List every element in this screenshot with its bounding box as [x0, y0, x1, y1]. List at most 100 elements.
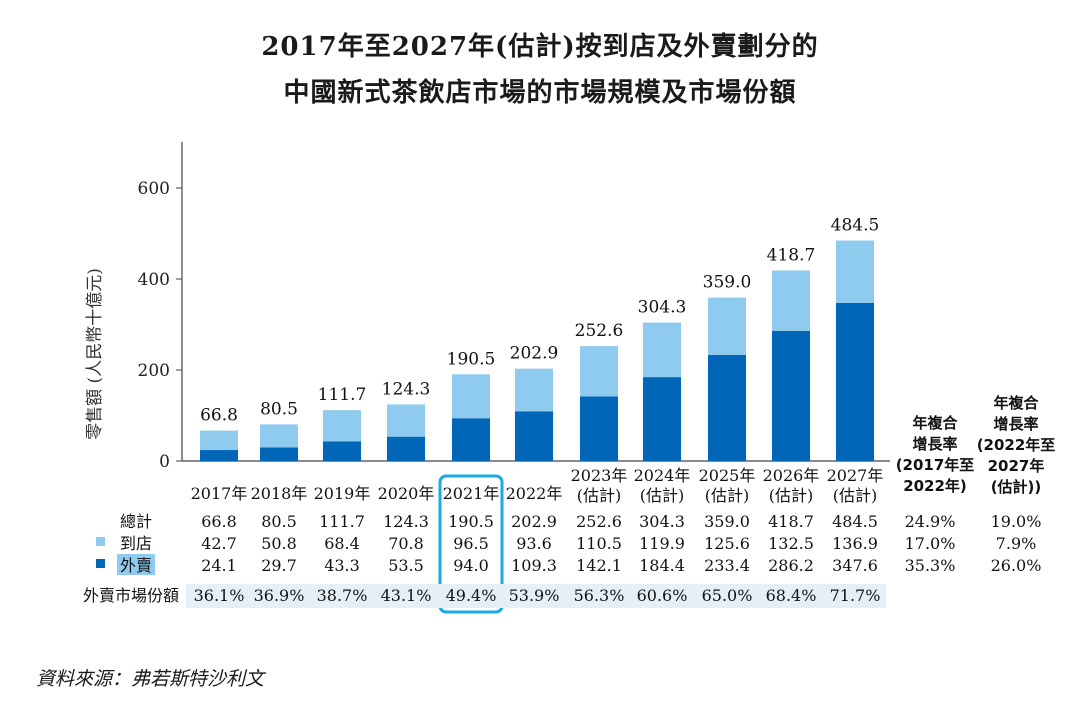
- bar-delivery: [708, 354, 746, 461]
- total-data-label: 124.3: [382, 379, 431, 399]
- bar-delivery: [580, 396, 618, 461]
- cagr-header: (2022年至: [977, 436, 1056, 454]
- chart-title-line2: 中國新式茶飲店市場的市場規模及市場份額: [283, 78, 797, 108]
- table-cell: 359.0: [704, 512, 750, 531]
- chart-title-line1: 2017年至2027年(估計)按到店及外賣劃分的: [261, 32, 819, 62]
- table-cell: 110.5: [576, 534, 622, 553]
- share-cell: 43.1%: [381, 586, 432, 605]
- cagr-header: 2022年): [903, 477, 967, 495]
- table-cagr-cell: 26.0%: [991, 556, 1042, 575]
- table-cell: 93.6: [516, 534, 552, 553]
- bar-delivery: [387, 436, 425, 461]
- cagr-header: 年複合: [912, 414, 958, 432]
- share-cell: 71.7%: [830, 586, 881, 605]
- x-category-label: 2026年: [763, 466, 820, 485]
- bar-dine-in: [452, 374, 490, 419]
- table-cell: 53.5: [388, 556, 424, 575]
- bar-delivery: [200, 450, 238, 461]
- legend-swatch-dine_in: [96, 537, 105, 546]
- cagr-header: 2027年: [988, 457, 1045, 475]
- share-row-label: 外賣市場份額: [83, 586, 179, 605]
- share-cell: 53.9%: [509, 586, 560, 605]
- bar-delivery: [772, 330, 810, 461]
- total-data-label: 80.5: [260, 399, 298, 419]
- y-tick-label: 200: [138, 361, 170, 381]
- table-cell: 94.0: [453, 556, 489, 575]
- x-category-label: 2020年: [378, 484, 435, 503]
- bar-dine-in: [643, 322, 681, 378]
- table-row-label: 外賣: [120, 556, 152, 575]
- total-data-label: 304.3: [638, 298, 687, 318]
- table-cell: 484.5: [832, 512, 878, 531]
- x-category-label: 2025年: [699, 466, 756, 485]
- x-category-label: 2021年: [443, 484, 500, 503]
- total-data-label: 190.5: [447, 349, 496, 369]
- y-tick-label: 600: [138, 179, 170, 199]
- table-cell: 124.3: [383, 512, 429, 531]
- table-cell: 132.5: [768, 534, 814, 553]
- table-cell: 136.9: [832, 534, 878, 553]
- y-tick-label: 0: [159, 452, 170, 472]
- cagr-header: 增長率: [912, 435, 957, 453]
- table-cagr-cell: 7.9%: [996, 534, 1037, 553]
- table-cagr-cell: 24.9%: [905, 512, 956, 531]
- cagr-header: (2017年至: [896, 456, 975, 474]
- table-cell: 43.3: [324, 556, 360, 575]
- table-cell: 142.1: [576, 556, 622, 575]
- total-data-label: 111.7: [318, 385, 367, 405]
- bar-dine-in: [323, 410, 361, 442]
- table-cell: 50.8: [261, 534, 297, 553]
- share-cell: 65.0%: [702, 586, 753, 605]
- bar-dine-in: [836, 240, 874, 303]
- y-axis-title: 零售額 (人民幣十億元): [85, 268, 105, 440]
- total-data-label: 484.5: [831, 216, 880, 236]
- share-cell: 38.7%: [317, 586, 368, 605]
- x-category-label: 2019年: [314, 484, 371, 503]
- x-category-label: 2023年: [571, 466, 628, 485]
- x-category-label: 2022年: [506, 484, 563, 503]
- table-cell: 347.6: [832, 556, 878, 575]
- table-row-label: 到店: [120, 534, 152, 553]
- table-row-label: 總計: [120, 512, 152, 531]
- share-cell: 36.9%: [254, 586, 305, 605]
- x-category-label: 2017年: [191, 484, 248, 503]
- share-cell: 36.1%: [194, 586, 245, 605]
- table-cagr-cell: 35.3%: [905, 556, 956, 575]
- bar-delivery: [836, 302, 874, 461]
- table-cell: 42.7: [201, 534, 237, 553]
- table-cell: 304.3: [639, 512, 685, 531]
- bar-dine-in: [200, 430, 238, 451]
- table-cell: 111.7: [319, 512, 365, 531]
- table-cell: 70.8: [388, 534, 424, 553]
- x-category-label: 2018年: [251, 484, 308, 503]
- bar-dine-in: [772, 270, 810, 331]
- bar-dine-in: [708, 297, 746, 355]
- cagr-header: (估計)): [991, 478, 1042, 496]
- table-cell: 418.7: [768, 512, 814, 531]
- x-category-label: 2024年: [634, 466, 691, 485]
- table-cagr-cell: 19.0%: [991, 512, 1042, 531]
- table-cell: 202.9: [511, 512, 557, 531]
- share-row-background: [186, 584, 886, 608]
- total-data-label: 66.8: [200, 406, 238, 426]
- table-cell: 252.6: [576, 512, 622, 531]
- table-cell: 66.8: [201, 512, 237, 531]
- legend-label-highlight: [117, 554, 155, 575]
- table-cell: 29.7: [261, 556, 297, 575]
- total-data-label: 359.0: [703, 273, 752, 293]
- table-cell: 190.5: [448, 512, 494, 531]
- highlight-box-2021: [438, 474, 504, 614]
- table-cell: 80.5: [261, 512, 297, 531]
- bar-delivery: [515, 411, 553, 461]
- share-cell: 49.4%: [446, 586, 497, 605]
- x-category-sublabel: (估計): [705, 486, 750, 505]
- total-data-label: 202.9: [510, 344, 559, 364]
- bar-dine-in: [387, 404, 425, 437]
- bar-delivery: [323, 441, 361, 461]
- x-category-sublabel: (估計): [769, 486, 814, 505]
- share-cell: 56.3%: [574, 586, 625, 605]
- table-cell: 125.6: [704, 534, 750, 553]
- cagr-header: 增長率: [993, 415, 1038, 433]
- x-category-label: 2027年: [827, 466, 884, 485]
